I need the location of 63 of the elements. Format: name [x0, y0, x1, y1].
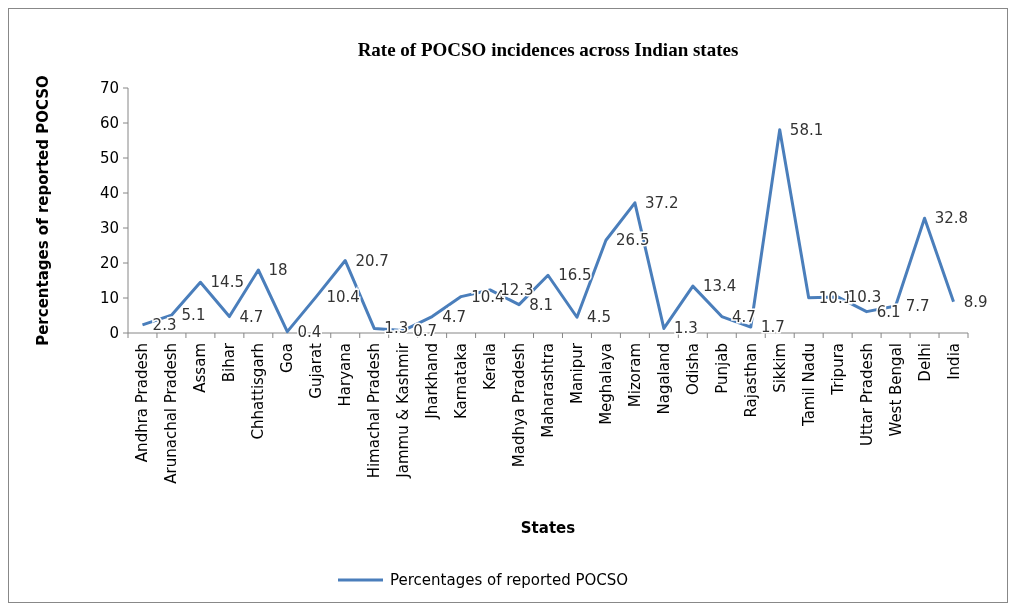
x-tick-label: Karnataka	[452, 343, 471, 420]
data-label: 0.4	[297, 322, 322, 341]
x-tick-label: Nagaland	[654, 343, 673, 415]
x-tick-label: Kerala	[481, 343, 500, 391]
x-tick-label: Jammu & Kashmir	[394, 342, 413, 479]
data-label: 20.7	[355, 251, 389, 270]
x-tick-label: Tamil Nadu	[799, 343, 818, 428]
y-tick-label: 70	[99, 79, 119, 98]
x-tick-label: Gujarat	[307, 342, 326, 399]
x-tick-label: Delhi	[915, 343, 934, 382]
y-tick-label: 20	[99, 254, 119, 273]
data-label: 4.7	[442, 307, 467, 326]
x-tick-label: Meghalaya	[596, 343, 615, 425]
x-tick-label: Arunachal Pradesh	[162, 343, 181, 484]
x-tick-label: Haryana	[336, 343, 355, 407]
chart-title: Rate of POCSO incidences across Indian states	[357, 39, 739, 60]
data-label: 5.1	[181, 306, 206, 325]
x-tick-label: Goa	[278, 343, 297, 373]
x-tick-label: Uttar Pradesh	[857, 343, 876, 447]
x-tick-label: Maharashtra	[539, 343, 557, 438]
data-label: 7.7	[905, 297, 930, 316]
y-tick-label: 60	[99, 114, 119, 133]
data-label: 18	[268, 261, 288, 279]
x-tick-label: Manipur	[567, 342, 586, 405]
x-tick-label: Assam	[191, 343, 210, 393]
x-tick-label: Jharkhand	[423, 343, 442, 420]
y-tick-label: 10	[99, 289, 119, 308]
x-tick-label: India	[944, 343, 963, 380]
x-tick-label: Bihar	[220, 342, 239, 383]
data-label: 16.5	[558, 266, 592, 285]
x-tick-label: Sikkim	[770, 343, 789, 393]
x-tick-label: Rajasthan	[741, 343, 760, 418]
data-label: 13.4	[702, 277, 737, 296]
x-tick-label: Punjab	[712, 343, 731, 394]
data-label: 6.1	[876, 302, 901, 321]
x-tick-label: Himachal Pradesh	[365, 343, 384, 479]
x-tick-label: Odisha	[683, 343, 702, 396]
x-axis-title: States	[520, 519, 576, 537]
x-tick-label: Tripura	[828, 343, 847, 396]
data-label: 58.1	[789, 120, 824, 139]
y-tick-label: 40	[99, 184, 119, 203]
data-label: 32.8	[934, 209, 969, 228]
y-axis-title: Percentages of reported POCSO	[34, 75, 52, 346]
data-label: 1.7	[760, 318, 785, 337]
data-label: 1.3	[674, 319, 698, 338]
data-label: 4.7	[239, 307, 264, 326]
data-label: 37.2	[645, 193, 679, 212]
y-tick-label: 0	[109, 324, 119, 343]
y-tick-label: 50	[99, 149, 119, 168]
x-tick-label: Chhattisgarh	[249, 343, 268, 440]
data-label: 10.4	[326, 287, 360, 306]
data-label: 0.7	[413, 321, 438, 340]
data-label: 2.3	[152, 315, 177, 334]
data-label: 8.1	[529, 295, 554, 314]
legend-label: Percentages of reported POCSO	[390, 571, 629, 590]
data-label: 8.9	[963, 292, 988, 311]
x-tick-label: Madhya Pradesh	[510, 343, 529, 468]
x-tick-label: Mizoram	[625, 343, 644, 408]
data-label: 14.5	[210, 273, 244, 292]
data-label: 4.5	[587, 308, 611, 327]
x-tick-label: Andhra Pradesh	[133, 343, 152, 463]
x-tick-label: West Bengal	[886, 343, 905, 437]
y-tick-label: 30	[99, 219, 119, 238]
